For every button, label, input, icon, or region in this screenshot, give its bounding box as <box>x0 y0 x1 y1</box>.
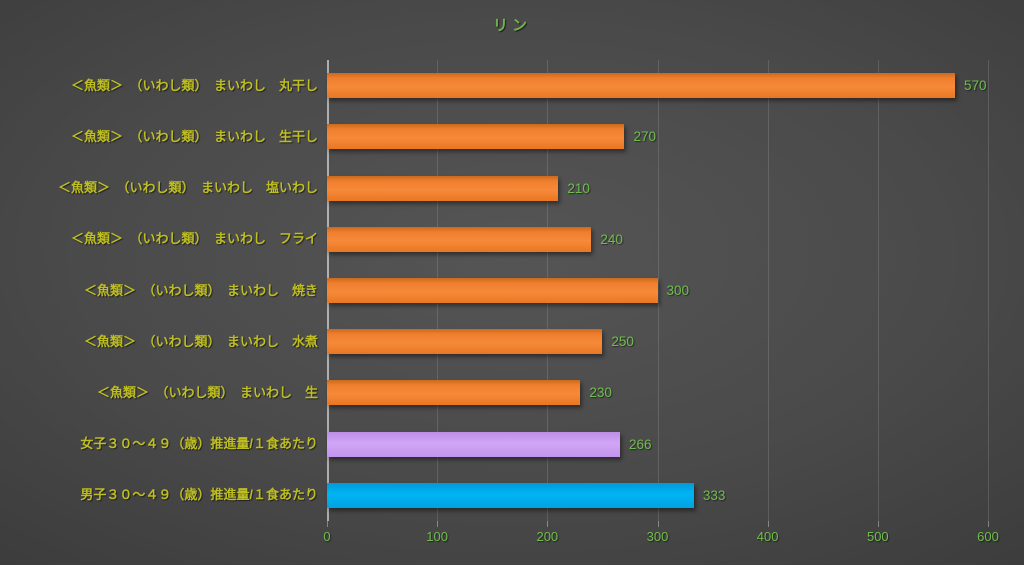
tick-mark <box>767 521 769 527</box>
x-tick-label: 500 <box>866 529 889 544</box>
gridline <box>988 60 989 521</box>
x-tick-label: 300 <box>646 529 669 544</box>
x-tick-label: 100 <box>426 529 448 544</box>
value-label: 333 <box>702 487 726 503</box>
category-label: ＜魚類＞ （いわし類） まいわし 生干し <box>70 128 318 144</box>
value-label: 300 <box>666 283 690 298</box>
x-tick-label: 400 <box>756 529 779 544</box>
bar-5 <box>327 329 603 355</box>
bar-0 <box>327 73 955 99</box>
value-label: 266 <box>629 436 652 452</box>
value-label: 250 <box>611 334 634 350</box>
tick-mark <box>437 521 439 527</box>
tick-mark <box>547 521 549 527</box>
category-label: ＜魚類＞ （いわし類） まいわし 焼き <box>83 282 318 298</box>
bar-2 <box>327 175 559 201</box>
value-label: 570 <box>963 78 987 94</box>
x-tick-label: 0 <box>323 529 331 544</box>
gridline <box>657 60 659 521</box>
bar-1 <box>327 124 625 150</box>
bar-7 <box>327 431 621 457</box>
value-label: 210 <box>567 180 590 196</box>
gridline <box>877 60 879 521</box>
x-tick-label: 600 <box>977 529 999 544</box>
tick-mark <box>657 521 659 527</box>
tick-mark <box>877 521 879 527</box>
category-label: ＜魚類＞ （いわし類） まいわし 生 <box>96 384 318 400</box>
bar-8 <box>327 482 694 508</box>
bar-4 <box>327 278 658 303</box>
bar-3 <box>327 226 592 252</box>
category-label: ＜魚類＞ （いわし類） まいわし 丸干し <box>70 77 318 93</box>
value-label: 240 <box>600 231 623 247</box>
category-label: ＜魚類＞ （いわし類） まいわし 塩いわし <box>57 180 318 196</box>
gridline <box>767 60 769 521</box>
value-label: 230 <box>589 385 612 401</box>
value-label: 270 <box>633 129 656 145</box>
x-tick-label: 200 <box>536 529 559 544</box>
category-label: 女子３０～４９（歳）推進量/１食あたり <box>80 436 318 452</box>
tick-mark <box>988 521 989 527</box>
plot-area: 570 270 210 240 300 250 230 266 333 <box>327 60 989 527</box>
category-label: ＜魚類＞ （いわし類） まいわし 水煮 <box>83 333 318 349</box>
tick-mark <box>327 521 328 527</box>
category-label: ＜魚類＞ （いわし類） まいわし フライ <box>70 231 318 247</box>
category-label: 男子３０～４９（歳）推進量/１食あたり <box>80 487 318 503</box>
bar-6 <box>327 380 581 406</box>
chart-title: リン <box>492 17 531 34</box>
